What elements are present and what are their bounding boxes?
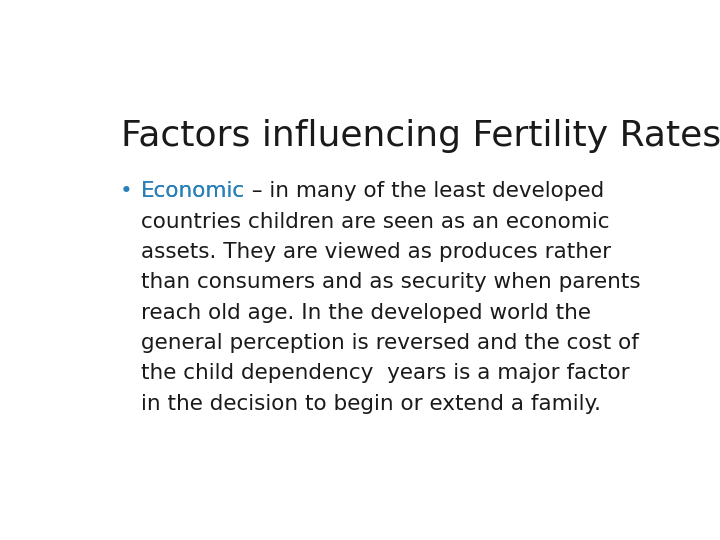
Text: the child dependency  years is a major factor: the child dependency years is a major fa… — [141, 363, 630, 383]
Text: – in many of the least developed: – in many of the least developed — [246, 181, 605, 201]
Text: than consumers and as security when parents: than consumers and as security when pare… — [141, 272, 641, 292]
Text: Economic: Economic — [141, 181, 246, 201]
Text: countries children are seen as an economic: countries children are seen as an econom… — [141, 212, 610, 232]
Text: reach old age. In the developed world the: reach old age. In the developed world th… — [141, 302, 591, 322]
Text: Factors influencing Fertility Rates: Factors influencing Fertility Rates — [121, 119, 720, 153]
Text: in the decision to begin or extend a family.: in the decision to begin or extend a fam… — [141, 394, 601, 414]
Text: assets. They are viewed as produces rather: assets. They are viewed as produces rath… — [141, 242, 611, 262]
Text: •: • — [120, 181, 132, 201]
Text: Economic: Economic — [141, 181, 246, 201]
Text: general perception is reversed and the cost of: general perception is reversed and the c… — [141, 333, 639, 353]
